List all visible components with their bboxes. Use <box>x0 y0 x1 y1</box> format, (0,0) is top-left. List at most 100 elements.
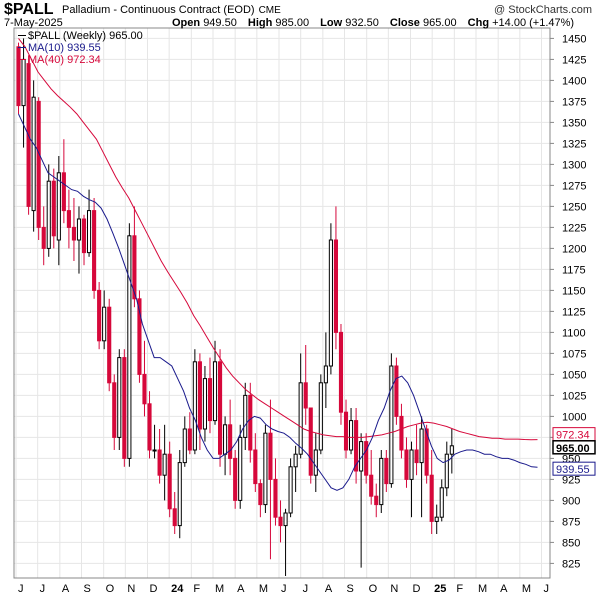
x-tick-label: M <box>478 583 487 595</box>
y-tick-label: 1025 <box>562 390 586 402</box>
x-tick-label: S <box>84 583 91 595</box>
low-value: 932.50 <box>345 17 379 29</box>
y-tick-label: 1200 <box>562 243 586 255</box>
candle-down <box>228 424 233 459</box>
candle-down <box>157 449 162 476</box>
candle-up <box>293 453 298 468</box>
candle-up <box>182 428 187 464</box>
y-tick-label: 1350 <box>562 117 586 129</box>
candle-up <box>298 382 303 455</box>
chart-legend: $PALL (Weekly) 965.00 MA(10) 939.55 MA(40)… <box>18 30 143 66</box>
candle-down <box>112 382 117 438</box>
y-tick-label: 925 <box>562 474 580 486</box>
x-tick-label: F <box>456 583 463 595</box>
legend-entry: MA(40) 972.34 <box>18 54 143 66</box>
candle-up <box>444 453 449 489</box>
candle-up <box>102 306 107 342</box>
open-value: 949.50 <box>203 17 237 29</box>
y-tick-label: 1100 <box>562 327 586 339</box>
x-tick-label: M <box>215 583 224 595</box>
candle-down <box>61 172 66 212</box>
legend-swatch <box>18 35 26 37</box>
candle-down <box>132 235 137 300</box>
candle-up <box>202 378 208 430</box>
legend-entry: MA(10) 939.55 <box>18 42 143 54</box>
candle-up <box>434 516 439 522</box>
candle-down <box>374 495 379 506</box>
x-tick-label: J <box>303 583 309 595</box>
candle-up <box>21 58 26 107</box>
x-tick-label: N <box>127 583 135 595</box>
candle-up <box>46 180 51 249</box>
y-tick-label: 1325 <box>562 138 586 150</box>
candle-down <box>233 457 238 501</box>
candle-down <box>16 46 21 107</box>
candle-down <box>167 453 172 510</box>
candle-down <box>122 357 127 459</box>
x-tick-label: S <box>347 583 354 595</box>
y-tick-label: 1425 <box>562 54 586 66</box>
candle-down <box>147 403 152 451</box>
candle-up <box>127 235 132 459</box>
candle-down <box>207 378 213 422</box>
legend-entry: $PALL (Weekly) 965.00 <box>18 30 143 42</box>
candle-down <box>338 331 344 413</box>
x-tick-label: 25 <box>434 583 446 595</box>
ma10-line <box>18 113 538 491</box>
candle-down <box>137 298 142 375</box>
candle-down <box>354 420 359 472</box>
candle-up <box>263 432 268 506</box>
low-label: Low <box>320 17 343 29</box>
candle-down <box>217 361 223 455</box>
candle-up <box>177 462 182 527</box>
candle-down <box>384 457 389 485</box>
candle-up <box>323 365 328 384</box>
candle-up <box>359 441 364 472</box>
candle-down <box>107 306 112 384</box>
candle-down <box>187 428 192 451</box>
candle-up <box>76 218 82 241</box>
x-tick-label: A <box>62 583 70 595</box>
candle-down <box>414 449 419 464</box>
close-value: 965.00 <box>422 17 457 29</box>
candle-up <box>389 365 394 485</box>
high-label: High <box>247 17 273 29</box>
candle-up <box>379 457 384 506</box>
candle-up <box>31 96 36 212</box>
legend-swatch <box>18 59 26 61</box>
legend-label: MA(40) 972.34 <box>28 54 101 66</box>
ticker-symbol: $PALL <box>4 1 54 18</box>
candle-up <box>409 449 414 480</box>
candle-down <box>51 180 56 237</box>
candle-down <box>71 226 77 241</box>
y-tick-label: 1450 <box>562 33 586 45</box>
candle-down <box>258 483 263 506</box>
x-tick-label: 24 <box>171 583 184 595</box>
plot-frame <box>13 27 551 579</box>
price-tag-close <box>552 440 596 455</box>
candle-down <box>253 449 258 485</box>
candle-down <box>197 361 202 430</box>
price-tag-label: 965.00 <box>556 443 590 455</box>
candle-down <box>308 407 313 476</box>
candle-down <box>41 226 46 249</box>
candle-up <box>313 449 318 476</box>
legend-swatch <box>18 47 26 49</box>
y-tick-label: 1400 <box>562 75 586 87</box>
x-tick-label: M <box>522 583 531 595</box>
y-tick-label: 1250 <box>562 201 586 213</box>
candle-down <box>36 100 41 228</box>
candle-up <box>238 436 243 501</box>
y-tick-label: 875 <box>562 516 580 528</box>
candle-up <box>152 449 157 452</box>
candle-up <box>328 239 333 367</box>
candle-down <box>399 415 404 451</box>
price-tag-ma10 <box>552 461 596 476</box>
y-tick-label: 1050 <box>562 369 586 381</box>
y-tick-label: 1375 <box>562 96 586 108</box>
candle-down <box>92 210 97 291</box>
candle-up <box>192 361 197 451</box>
contract-name: Palladium - Continuous Contract (EOD) CME <box>62 4 281 16</box>
x-tick-label: O <box>106 583 115 595</box>
ma40-line <box>18 38 538 441</box>
